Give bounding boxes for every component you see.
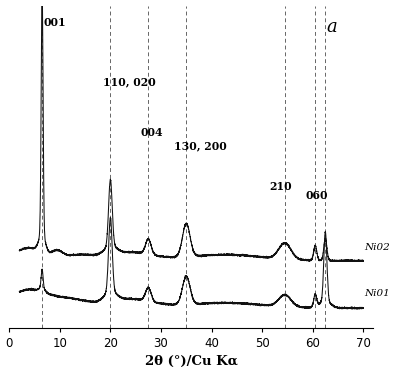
X-axis label: 2θ (°)/Cu Kα: 2θ (°)/Cu Kα bbox=[145, 355, 238, 368]
Text: a: a bbox=[326, 18, 337, 36]
Text: 110, 020: 110, 020 bbox=[103, 77, 156, 88]
Text: 001: 001 bbox=[44, 17, 66, 28]
Text: 130, 200: 130, 200 bbox=[173, 140, 226, 151]
Text: 004: 004 bbox=[141, 127, 163, 138]
Text: Ni02: Ni02 bbox=[364, 243, 390, 252]
Text: 210: 210 bbox=[270, 181, 292, 192]
Text: Ni01: Ni01 bbox=[364, 289, 390, 298]
Text: 060: 060 bbox=[305, 190, 328, 202]
